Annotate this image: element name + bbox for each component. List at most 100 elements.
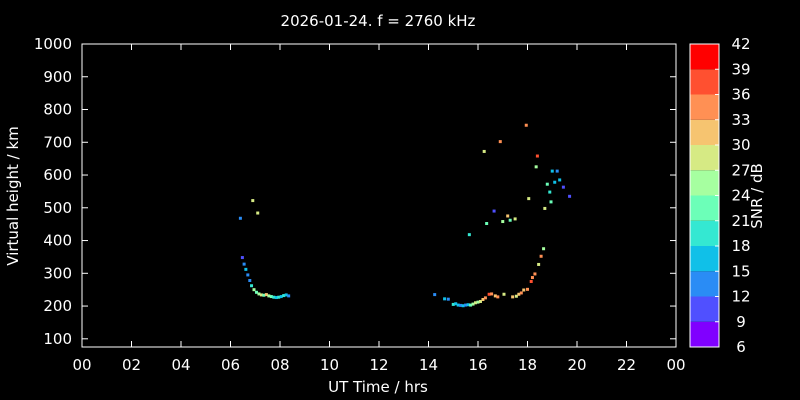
y-tick-label: 700: [43, 133, 72, 151]
colorbar-tick-label: 18: [731, 237, 750, 255]
data-point: [558, 178, 562, 182]
data-point: [467, 233, 471, 237]
data-point: [524, 123, 528, 127]
colorbar-tick-label: 27: [731, 161, 750, 179]
y-tick-label: 600: [43, 166, 72, 184]
data-point: [466, 303, 470, 307]
data-point: [502, 292, 506, 296]
colorbar-tick-label: 15: [731, 262, 750, 280]
data-point: [517, 292, 521, 296]
colorbar-tick-label: 42: [731, 35, 750, 53]
data-point: [492, 209, 496, 213]
data-point: [535, 154, 539, 158]
data-point: [529, 279, 533, 283]
data-point: [545, 182, 549, 186]
data-point: [534, 165, 538, 169]
data-point: [543, 206, 547, 210]
data-point: [469, 303, 473, 307]
data-point: [251, 199, 255, 203]
data-point: [537, 262, 541, 266]
data-point: [548, 190, 552, 194]
data-point: [250, 284, 254, 288]
colorbar-segment: [690, 69, 719, 95]
y-tick-label: 800: [43, 101, 72, 119]
x-tick-label: 22: [617, 356, 636, 374]
data-point: [478, 299, 482, 303]
colorbar-segment: [690, 44, 719, 70]
y-tick-label: 300: [43, 264, 72, 282]
data-point: [496, 295, 500, 299]
data-point: [527, 197, 531, 201]
colorbar-tick-label: 39: [731, 60, 750, 78]
y-tick-label: 1000: [34, 35, 72, 53]
x-axis-label: UT Time / hrs: [328, 378, 428, 396]
data-point: [513, 217, 517, 221]
x-tick-label: 14: [419, 356, 438, 374]
data-point: [269, 295, 273, 299]
data-point: [287, 294, 291, 298]
colorbar-tick-label: 24: [731, 187, 750, 205]
data-point: [508, 218, 512, 222]
x-tick-label: 04: [171, 356, 190, 374]
data-point: [242, 262, 246, 266]
data-point: [533, 272, 537, 276]
data-point: [248, 279, 252, 283]
colorbar-segment: [690, 321, 719, 347]
x-tick-label: 20: [567, 356, 586, 374]
colorbar-tick-label: 21: [731, 212, 750, 230]
chart-title: 2026-01-24. f = 2760 kHz: [281, 12, 476, 30]
data-point: [244, 267, 248, 271]
data-point: [482, 149, 486, 153]
data-point: [264, 293, 268, 297]
data-point: [483, 296, 487, 300]
x-tick-label: 06: [221, 356, 240, 374]
data-point: [282, 294, 286, 298]
data-point: [530, 276, 534, 280]
x-tick-label: 08: [270, 356, 289, 374]
data-point: [555, 169, 559, 173]
colorbar: 6 9 12 15 18 21 24 27 30 33 36 39 42: [689, 35, 751, 356]
data-point: [454, 302, 458, 306]
data-point: [553, 180, 557, 184]
data-point: [433, 293, 437, 297]
data-point: [262, 293, 266, 297]
data-point: [485, 222, 489, 226]
y-axis-label: Virtual height / km: [4, 126, 22, 265]
data-point: [451, 302, 455, 306]
data-point: [246, 273, 250, 277]
y-tick-label: 100: [43, 330, 72, 348]
data-point: [238, 216, 242, 220]
data-point: [539, 254, 543, 258]
data-point: [522, 288, 526, 292]
data-point: [277, 295, 281, 299]
colorbar-label: SNR / dB: [748, 163, 766, 229]
colorbar-tick-label: 6: [736, 338, 746, 356]
data-point: [514, 294, 518, 298]
data-point: [267, 294, 271, 298]
data-point: [471, 302, 475, 306]
data-point: [474, 301, 478, 305]
x-axis: 00 02 04 06 08 10 12 14 16 18 20 22 00: [72, 44, 686, 374]
colorbar-segment: [690, 170, 719, 196]
colorbar-tick-label: 30: [731, 136, 750, 154]
data-point: [464, 303, 468, 307]
data-point: [284, 293, 288, 297]
colorbar-segment: [690, 195, 719, 221]
data-point: [506, 214, 510, 218]
data-point: [487, 292, 491, 296]
colorbar-segment: [690, 145, 719, 171]
x-tick-label: 00: [72, 356, 91, 374]
data-point: [550, 169, 554, 173]
data-point: [511, 295, 515, 299]
data-point: [476, 300, 480, 304]
colorbar-tick-label: 9: [736, 313, 746, 331]
x-tick-label: 12: [369, 356, 388, 374]
data-point: [493, 294, 497, 298]
data-points: [238, 123, 572, 308]
data-point: [259, 293, 263, 297]
data-point: [568, 194, 572, 198]
data-point: [501, 220, 505, 224]
colorbar-segment: [690, 246, 719, 272]
